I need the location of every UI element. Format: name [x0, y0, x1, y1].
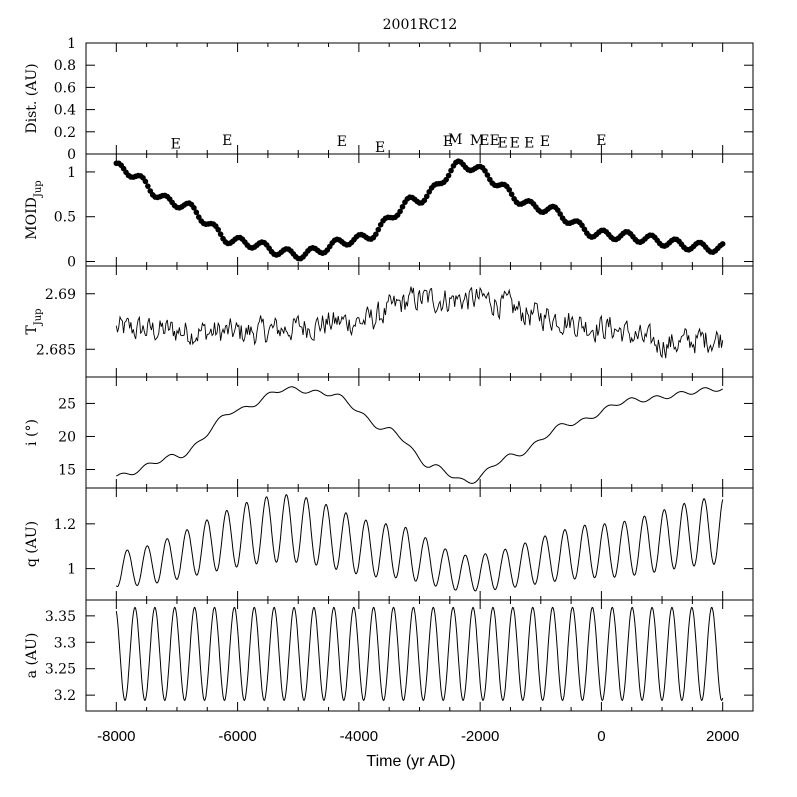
encounter-marker: E: [222, 133, 232, 149]
inclination-series-line: [116, 386, 723, 484]
perihelion-series-line: [115, 494, 724, 592]
encounter-marker: M: [448, 132, 462, 148]
moid-point: [557, 211, 563, 217]
encounter-marker: E: [337, 134, 347, 150]
y-axis-label: MOIDJup: [24, 180, 44, 239]
y-tick-label: 0.8: [54, 58, 76, 74]
panel-perihelion: 1 1.2 q (AU): [24, 487, 754, 601]
y-tick-label: 0.4: [54, 103, 76, 119]
panel-moid: 0 0.5 1 MOIDJup: [24, 153, 754, 271]
encounter-marker: E: [490, 133, 500, 149]
moid-point: [482, 167, 488, 174]
moid-point: [508, 191, 515, 198]
panel-frame: [85, 265, 754, 378]
moid-point: [443, 176, 449, 183]
y-tick-label: 3.3: [54, 635, 76, 651]
y-tick-label: 3.35: [45, 609, 76, 625]
moid-point: [375, 226, 382, 233]
y-tick-label: 0.5: [54, 210, 76, 226]
y-tick-label: 0: [67, 147, 76, 163]
x-tick-label: 2000: [706, 728, 739, 745]
moid-point: [145, 183, 151, 189]
encounter-marker: E: [540, 134, 550, 150]
encounter-marker: E: [524, 135, 534, 151]
x-tick-label: -8000: [97, 728, 135, 745]
encounter-marker: E: [375, 140, 385, 156]
panel-incl: 15 20 25 i (°): [24, 376, 754, 489]
moid-point: [215, 226, 221, 233]
tjup-series-line: [115, 286, 724, 359]
chart-title: 2001RC12: [383, 17, 458, 33]
y-tick-label: 3.25: [45, 662, 76, 678]
moid-point: [399, 203, 406, 210]
x-tick-label: -4000: [340, 728, 378, 745]
encounter-marker: E: [596, 133, 606, 149]
y-tick-label: 25: [58, 396, 76, 412]
y-tick-label: 0.2: [54, 125, 76, 141]
moid-point: [421, 197, 428, 204]
y-axis-label-subscript: Jup: [33, 180, 44, 198]
moid-point: [484, 172, 491, 178]
moid-point: [445, 172, 452, 179]
y-tick-label: 20: [58, 429, 76, 445]
moid-point: [377, 221, 384, 228]
moid-point: [423, 193, 430, 200]
y-axis-label: i (°): [24, 419, 40, 446]
panel-frame: [85, 42, 754, 155]
y-axis-label: q (AU): [24, 521, 40, 567]
panel-frame: [85, 376, 754, 489]
panel-frame: [85, 153, 754, 267]
moid-point: [191, 205, 197, 211]
y-axis-label: TJup: [24, 308, 44, 334]
moid-point: [448, 167, 454, 174]
x-axis-label: Time (yr AD): [366, 753, 455, 770]
y-tick-label: 3.2: [54, 688, 76, 704]
y-axis-label: Dist. (AU): [24, 63, 40, 133]
encounter-marker: E: [443, 134, 453, 150]
moid-point: [373, 231, 379, 238]
encounter-marker: E: [479, 133, 489, 149]
panel-semimajor: -8000 -6000 -4000 -2000 0 2000 3.2 3.25 3.3 3.35 a…: [24, 599, 754, 745]
y-axis-label-subscript: Jup: [33, 308, 44, 326]
moid-point: [719, 241, 726, 247]
moid-point: [193, 209, 200, 216]
encounter-marker: M: [470, 133, 484, 149]
y-tick-label: 0: [67, 255, 76, 271]
semimajor-series-line: [115, 606, 724, 702]
y-tick-label: 1: [67, 36, 76, 52]
y-tick-label: 1: [67, 562, 76, 578]
x-tick-label: -6000: [218, 728, 256, 745]
y-tick-label: 2.685: [36, 342, 76, 358]
encounter-marker: E: [171, 136, 181, 152]
y-tick-label: 1.2: [54, 517, 76, 533]
moid-point: [506, 186, 513, 193]
panel-frame: [85, 487, 754, 601]
moid-point: [217, 231, 224, 237]
y-tick-label: 0.6: [54, 80, 76, 96]
x-tick-label: -2000: [461, 728, 499, 745]
y-tick-label: 15: [58, 463, 76, 479]
encounter-marker: E: [497, 135, 507, 151]
moid-point: [397, 208, 403, 215]
moid-point: [142, 178, 149, 185]
y-tick-label: 1: [67, 165, 76, 181]
y-axis-label: a (AU): [24, 633, 40, 679]
x-tick-label: 0: [597, 728, 605, 745]
encounter-marker: E: [510, 135, 520, 151]
y-tick-label: 2.69: [45, 287, 76, 303]
